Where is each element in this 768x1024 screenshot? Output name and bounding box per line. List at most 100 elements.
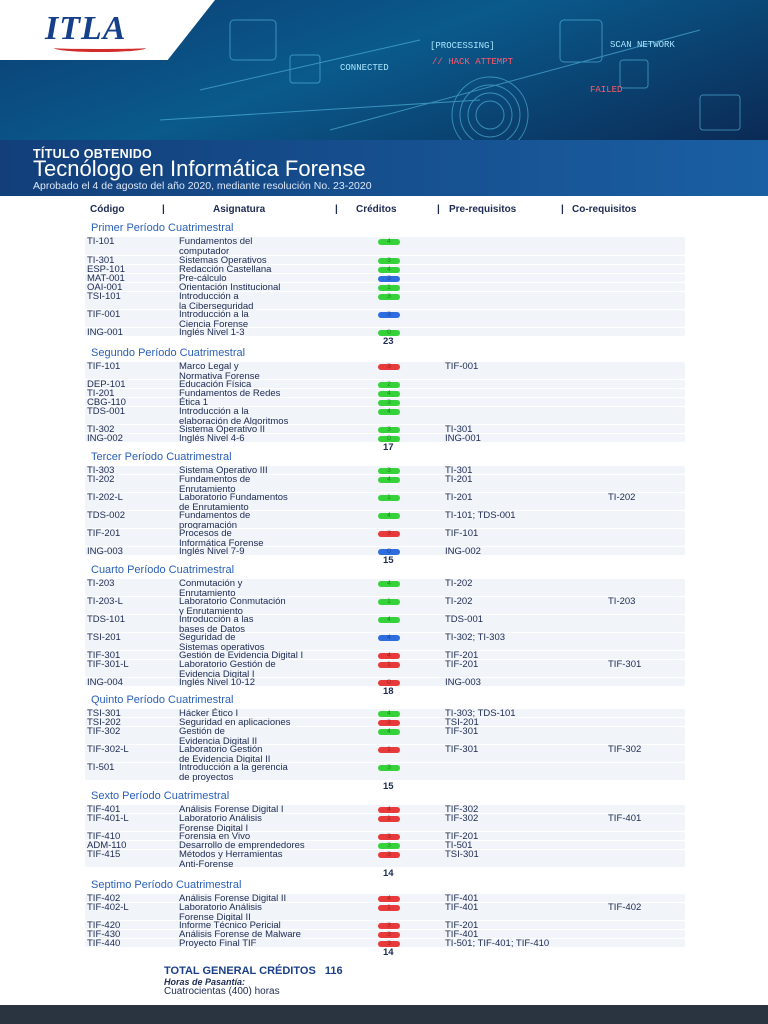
table-row: TIF-101 Marco Legal y Normativa Forense 3 T… bbox=[85, 361, 685, 382]
course-name: Marco Legal y Normativa Forense bbox=[179, 361, 260, 382]
table-row: ING-004 Inglés Nivel 10-12 0 ING-003 bbox=[85, 677, 685, 688]
course-code: TIF-201 bbox=[87, 528, 121, 539]
credit-value: 1 bbox=[378, 284, 400, 291]
course-name: Orientación Institucional bbox=[179, 282, 281, 293]
course-code: ADM-110 bbox=[87, 840, 127, 851]
title-banner: TÍTULO OBTENIDO Tecnólogo en Informática… bbox=[0, 140, 768, 196]
credit-value: 4 bbox=[378, 895, 400, 902]
table-row: TIF-402-L Laboratorio Análisis Forense Di… bbox=[85, 902, 685, 922]
course-name: Introducción a la Ciberseguridad bbox=[179, 291, 254, 312]
credit-value: 3 bbox=[378, 764, 400, 771]
course-name: Sistema Operativo III bbox=[179, 465, 268, 476]
course-code: TIF-101 bbox=[87, 361, 121, 372]
course-code: TIF-401 bbox=[87, 804, 121, 815]
course-code: TIF-440 bbox=[87, 938, 121, 949]
prerequisite: TIF-302 bbox=[445, 804, 479, 815]
table-row: TIF-302 Gestión de Evidencia Digital II 4 T… bbox=[85, 727, 685, 746]
header-coreq: Co-requisitos bbox=[572, 204, 637, 215]
course-code: TIF-301 bbox=[87, 650, 121, 661]
table-row: TSI-201 Seguridad de Sistemas operativos 4… bbox=[85, 633, 685, 652]
course-code: TIF-302-L bbox=[87, 744, 129, 755]
table-row: TI-202-L Laboratorio Fundamentos de Enrut… bbox=[85, 492, 685, 512]
table-row: TDS-101 Introducción a las bases de Datos… bbox=[85, 615, 685, 634]
course-code: DEP-101 bbox=[87, 379, 126, 390]
course-name: Sistemas Operativos bbox=[179, 255, 267, 266]
course-name: Laboratorio Gestión de Evidencia Digital… bbox=[179, 744, 271, 765]
course-code: TIF-420 bbox=[87, 920, 121, 931]
table-row: TIF-420 Informe Técnico Pericial 3 TIF-201 bbox=[85, 920, 685, 931]
course-code: TI-303 bbox=[87, 465, 115, 476]
period-title: Segundo Período Cuatrimestral bbox=[91, 347, 246, 359]
header-divider: | bbox=[162, 204, 165, 215]
course-name: Inglés Nivel 10-12 bbox=[179, 677, 256, 688]
credit-value: 1 bbox=[378, 598, 400, 605]
credit-value: 0 bbox=[378, 435, 400, 442]
credit-value: 3 bbox=[378, 530, 400, 537]
table-row: TI-501 Introducción a la gerencia de proy… bbox=[85, 762, 685, 783]
logo-swoosh-icon bbox=[54, 44, 146, 52]
svg-text:SCAN NETWORK: SCAN NETWORK bbox=[610, 40, 675, 50]
credit-value: 0 bbox=[378, 679, 400, 686]
prerequisite: TI-501 bbox=[445, 840, 473, 851]
credit-value: 0 bbox=[378, 329, 400, 336]
period-total-credits: 14 bbox=[383, 947, 394, 958]
prerequisite: TIF-201 bbox=[445, 650, 479, 661]
header-prereq: Pre-requisitos bbox=[449, 204, 517, 215]
table-row: TI-301 Sistemas Operativos 3 bbox=[85, 255, 685, 266]
period-total-credits: 15 bbox=[383, 555, 394, 566]
table-header: Código | Asignatura | Créditos | Pre-req… bbox=[85, 204, 685, 218]
table-row: TIF-001 Introducción a la Ciencia Forense… bbox=[85, 310, 685, 329]
course-code: MAT-001 bbox=[87, 273, 125, 284]
course-code: TI-302 bbox=[87, 424, 115, 435]
credit-value: 3 bbox=[378, 833, 400, 840]
hero-image: [PROCESSING] // HACK ATTEMPT SCAN NETWOR… bbox=[0, 0, 768, 140]
prerequisite: TI-101; TDS-001 bbox=[445, 510, 516, 521]
course-name: Procesos de Informática Forense bbox=[179, 528, 264, 549]
course-code: TI-202 bbox=[87, 474, 115, 485]
period-title: Septimo Período Cuatrimestral bbox=[91, 879, 242, 891]
course-name: Pre-cálculo bbox=[179, 273, 227, 284]
course-code: OAI-001 bbox=[87, 282, 123, 293]
table-row: CBG-110 Ética 1 3 bbox=[85, 397, 685, 408]
credit-value: 4 bbox=[378, 634, 400, 641]
course-code: TSI-101 bbox=[87, 291, 121, 302]
table-row: TIF-302-L Laboratorio Gestión de Evidenci… bbox=[85, 744, 685, 765]
credit-value: 4 bbox=[378, 408, 400, 415]
table-row: TI-101 Fundamentos del computador 4 bbox=[85, 237, 685, 256]
table-row: TIF-410 Forensia en Vivo 3 TIF-201 bbox=[85, 831, 685, 842]
credit-value: 1 bbox=[378, 494, 400, 501]
credit-value: 4 bbox=[378, 806, 400, 813]
course-code: TI-501 bbox=[87, 762, 115, 773]
table-row: TI-202 Fundamentos de Enrutamiento 4 TI-201 bbox=[85, 474, 685, 494]
course-code: TDS-001 bbox=[87, 406, 126, 417]
table-row: TIF-415 Métodos y Herramientas Anti-Foren… bbox=[85, 849, 685, 870]
approval-note: Aprobado el 4 de agosto del año 2020, me… bbox=[33, 180, 372, 192]
credit-value: 3 bbox=[378, 257, 400, 264]
course-name: Métodos y Herramientas Anti-Forense bbox=[179, 849, 283, 870]
course-code: TIF-410 bbox=[87, 831, 121, 842]
course-code: TIF-402-L bbox=[87, 902, 129, 913]
credit-value: 3 bbox=[378, 922, 400, 929]
course-code: TSI-202 bbox=[87, 717, 121, 728]
corequisite: TI-202 bbox=[608, 492, 636, 503]
credit-value: 4 bbox=[378, 266, 400, 273]
course-name: Ética 1 bbox=[179, 397, 209, 408]
table-row: TIF-430 Análisis Forense de Malware 3 TIF-4… bbox=[85, 930, 685, 939]
table-row: TI-201 Fundamentos de Redes 4 bbox=[85, 389, 685, 398]
credit-value: 3 bbox=[378, 293, 400, 300]
credit-value: 0 bbox=[378, 548, 400, 555]
course-name: Introducción a la elaboración de Algorit… bbox=[179, 406, 289, 427]
table-row: TSI-301 Hácker Ético I 4 TI-303; TDS-101 bbox=[85, 709, 685, 718]
credit-value: 2 bbox=[378, 381, 400, 388]
course-code: ING-003 bbox=[87, 546, 123, 557]
course-name: Seguridad en aplicaciones bbox=[179, 717, 291, 728]
credit-value: 4 bbox=[378, 728, 400, 735]
prerequisite: TI-301 bbox=[445, 465, 473, 476]
table-row: TSI-101 Introducción a la Ciberseguridad 3 bbox=[85, 291, 685, 312]
course-name: Introducción a la gerencia de proyectos bbox=[179, 762, 288, 783]
prerequisite: ING-003 bbox=[445, 677, 481, 688]
prerequisite: TIF-101 bbox=[445, 528, 479, 539]
course-code: TIF-402 bbox=[87, 893, 121, 904]
corequisite: TIF-401 bbox=[608, 813, 642, 824]
course-name: Forensia en Vivo bbox=[179, 831, 251, 842]
